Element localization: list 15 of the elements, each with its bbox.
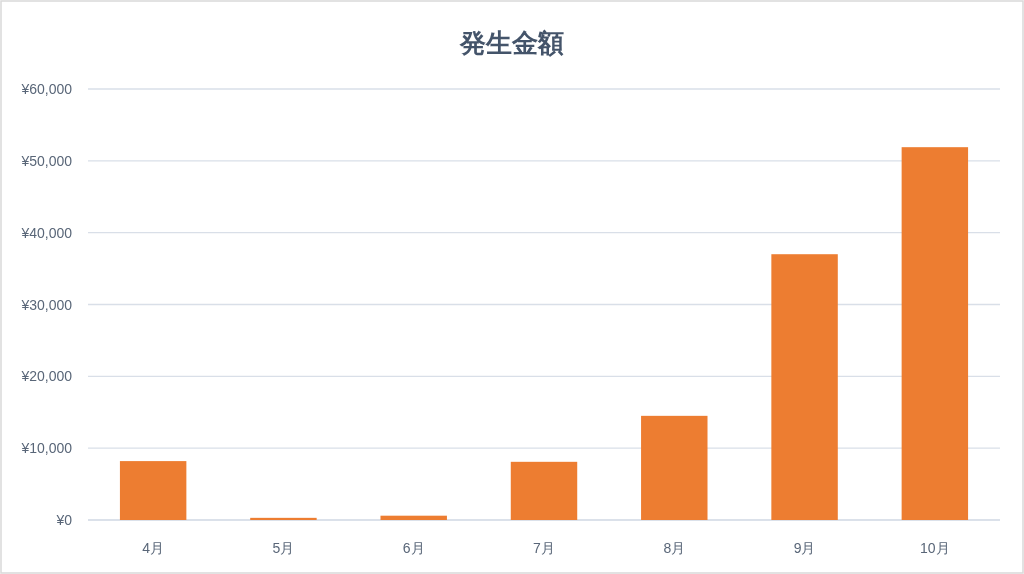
x-tick-label: 10月 [920,540,950,556]
y-tick-label: ¥0 [55,512,73,528]
y-tick-label: ¥10,000 [20,440,73,457]
x-tick-label: 5月 [272,540,295,556]
x-tick-label: 6月 [402,540,425,556]
y-tick-label: ¥40,000 [20,224,73,241]
chart-title: 発生金額 [459,28,564,58]
y-tick-label: ¥30,000 [20,296,73,313]
x-tick-label: 9月 [793,540,816,556]
y-tick-label: ¥20,000 [20,368,73,385]
x-tick-label: 8月 [663,540,686,556]
y-tick-label: ¥60,000 [20,81,73,97]
y-tick-label: ¥50,000 [20,152,73,169]
x-tick-label: 7月 [533,540,555,556]
x-tick-label: 4月 [142,540,165,556]
